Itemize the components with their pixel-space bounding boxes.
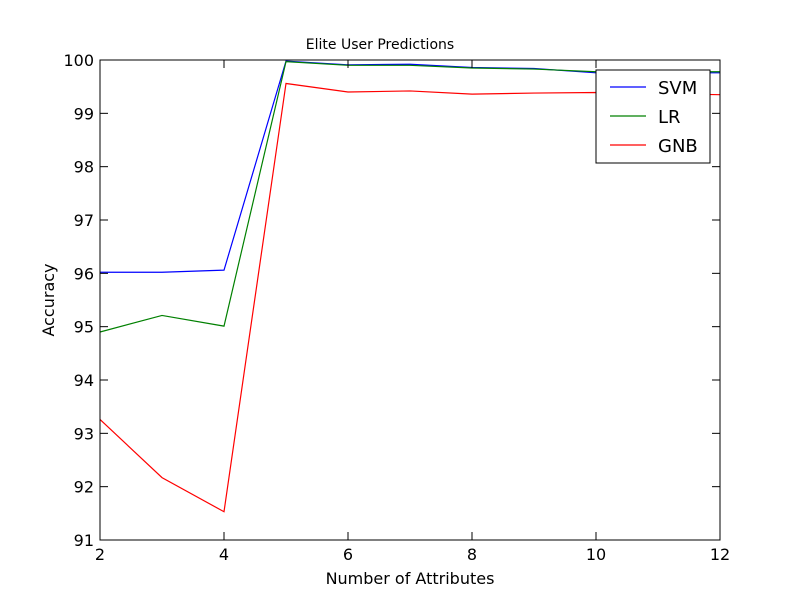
y-tick-label: 98	[74, 158, 94, 177]
y-tick-label: 99	[74, 104, 94, 123]
legend: SVM LR GNB	[595, 69, 711, 164]
x-axis-label: Number of Attributes	[326, 569, 495, 588]
x-tick-label: 2	[95, 545, 105, 564]
y-tick-label: 94	[74, 371, 94, 390]
legend-label-lr: LR	[658, 107, 681, 128]
y-tick-label: 91	[74, 531, 94, 550]
y-axis-label: Accuracy	[39, 263, 58, 336]
x-tick-label: 8	[467, 545, 477, 564]
x-tick-label: 12	[710, 545, 730, 564]
y-tick-label: 96	[74, 264, 94, 283]
legend-label-svm: SVM	[658, 78, 697, 99]
y-tick-label: 93	[74, 424, 94, 443]
legend-label-gnb: GNB	[658, 136, 698, 157]
y-tick-label: 95	[74, 318, 94, 337]
chart-title: Elite User Predictions	[306, 37, 454, 53]
x-tick-label: 4	[219, 545, 229, 564]
y-tick-label: 92	[74, 478, 94, 497]
tick-layer: 2 4 6 8 10 12 91 92 93 94 95 96 97 98 99 100	[63, 51, 730, 564]
x-tick-label: 6	[343, 545, 353, 564]
plot-frame	[99, 59, 721, 541]
x-tick-label: 10	[586, 545, 606, 564]
y-tick-label: 97	[74, 211, 94, 230]
y-tick-label: 100	[63, 51, 94, 70]
